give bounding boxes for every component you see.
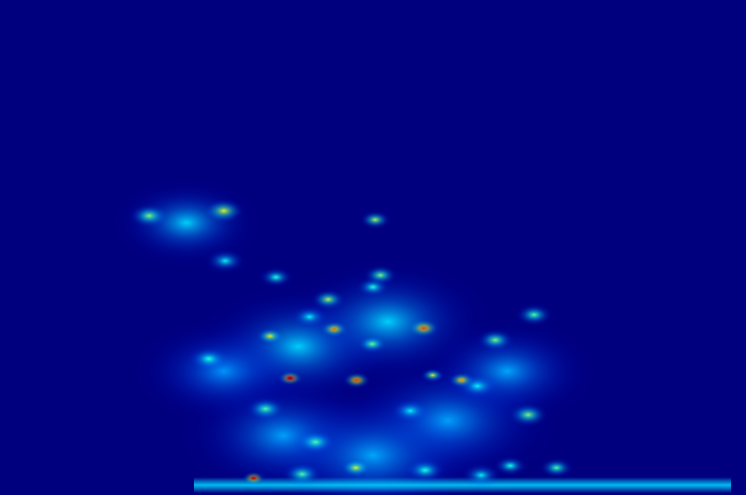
hotspot — [289, 304, 331, 330]
baseline-band — [193, 477, 732, 494]
hotspot — [387, 397, 433, 425]
hotspot — [319, 320, 350, 339]
hotspot — [537, 456, 576, 479]
hotspot — [126, 202, 172, 230]
baseline-band-layer — [193, 477, 732, 494]
hotspot — [513, 302, 555, 328]
hotspot — [309, 288, 347, 311]
hotspot — [257, 266, 295, 289]
hotspot — [355, 333, 390, 355]
hotspot — [241, 470, 266, 486]
diffuse-layer — [111, 177, 597, 495]
hotspot — [458, 461, 504, 489]
hotspot — [201, 197, 247, 225]
diffuse-region — [417, 317, 597, 425]
hotspot — [202, 247, 248, 275]
hotspot — [293, 428, 338, 456]
hotspot — [277, 370, 304, 387]
hotspot — [279, 460, 325, 488]
hotspot — [243, 395, 288, 423]
hotspot — [406, 318, 441, 339]
hotspot — [419, 367, 446, 384]
hotspot-layer — [126, 197, 576, 489]
hotspot — [186, 345, 232, 373]
hotspot — [453, 371, 502, 401]
hotspot — [505, 401, 551, 429]
hotspot — [402, 456, 448, 484]
hotspot — [354, 275, 392, 299]
hotspot — [358, 209, 393, 230]
hotspot — [255, 327, 285, 346]
hotspot — [339, 457, 373, 478]
hotspot — [474, 327, 516, 353]
hotspot — [341, 371, 372, 390]
